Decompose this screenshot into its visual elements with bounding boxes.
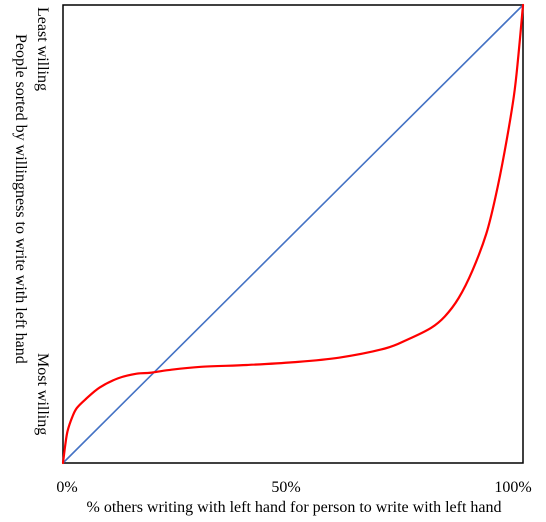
series-line-1 bbox=[61, 3, 525, 465]
y-top-label: Least willing bbox=[34, 7, 51, 91]
x-tick-label-1: 50% bbox=[271, 479, 300, 496]
x-tick-label-2: 100% bbox=[494, 479, 531, 496]
series-layer bbox=[61, 3, 525, 465]
y-bottom-label: Most willing bbox=[34, 353, 51, 435]
x-tick-label-0: 0% bbox=[56, 479, 77, 496]
y-axis-label: People sorted by willingness to write wi… bbox=[12, 34, 29, 364]
series-line-0 bbox=[62, 4, 524, 464]
x-axis-label: % others writing with left hand for pers… bbox=[86, 499, 501, 516]
